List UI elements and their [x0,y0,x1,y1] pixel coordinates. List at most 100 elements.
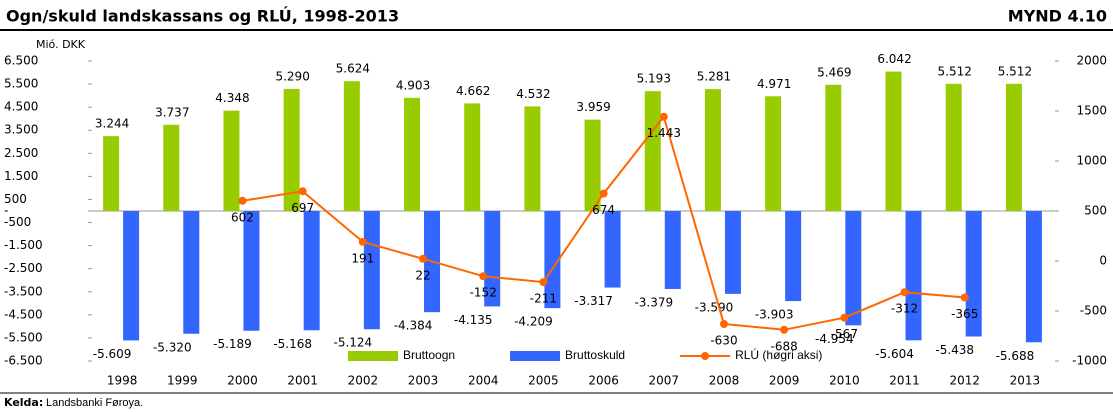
data-label: 4.903 [396,78,430,92]
y-tick-label: -6.500 [4,354,43,368]
data-label: -3.379 [634,295,673,309]
bar [965,211,982,337]
y-tick-label: -5.500 [4,330,43,344]
x-tick-label: 2009 [769,374,800,388]
bar [163,124,180,211]
bar [303,211,320,331]
bar [724,211,741,294]
x-tick-label: 2006 [588,374,619,388]
bar [464,103,481,211]
source: Landsbanki Føroya. [46,397,143,409]
bar [584,119,601,211]
bar [1025,211,1042,343]
bar [845,211,862,326]
data-label: 5.281 [697,70,731,84]
data-label: -5.604 [875,347,914,361]
data-label: 602 [231,210,254,224]
bar [283,88,300,211]
data-label: -152 [470,286,497,300]
data-label: 4.971 [757,77,791,91]
y-tick-label: 2.500 [4,146,38,160]
chart-title: Ogn/skuld landskassans og RLÚ, 1998-2013 [6,7,399,26]
bar [765,96,782,211]
bar [484,211,501,307]
bar [343,81,360,211]
bar [785,211,802,302]
point [840,313,849,322]
legend-swatch [348,351,398,361]
y-tick-label: -4.500 [4,307,43,321]
x-tick-label: 2001 [287,374,318,388]
data-label: 6.042 [877,52,911,66]
data-label: -4.954 [815,332,854,346]
bar [704,89,721,211]
data-label: 3.737 [155,105,189,119]
x-tick-label: 2002 [348,374,379,388]
bar [524,106,541,211]
y2-tick-label: 1500 [1076,104,1107,118]
bar [223,110,240,211]
data-label: 674 [592,203,615,217]
y-tick-label: -1.500 [4,238,43,252]
bar [885,71,902,211]
data-label: 4.532 [516,87,550,101]
data-label: -630 [710,334,737,348]
data-label: -4.135 [454,313,493,327]
y-tick-label: -2.500 [4,261,43,275]
y2-tick-label: 500 [1084,204,1107,218]
data-label: -4.209 [514,315,553,329]
point [960,293,969,302]
bar [644,91,661,211]
data-label: -4.384 [394,319,433,333]
data-label: 5.290 [275,69,309,83]
point [539,278,548,287]
legend-marker [701,352,710,360]
x-tick-label: 2008 [709,374,740,388]
data-label: 697 [291,201,314,215]
point [358,237,367,246]
point [479,272,488,281]
y2-tick-label: -1000 [1072,354,1107,368]
data-label: -312 [891,302,918,316]
data-label: -5.124 [334,336,373,350]
point [900,288,909,297]
x-tick-label: 2007 [649,374,680,388]
data-label: -3.317 [574,294,613,308]
data-label: 5.512 [938,64,972,78]
data-label: -5.320 [153,340,192,354]
y-tick-label: 6.500 [4,54,38,68]
source-label: Kelda: [4,396,43,409]
data-label: -567 [831,327,858,341]
y2-tick-label: 2000 [1076,54,1107,68]
bar [905,211,922,341]
data-label: 3.959 [576,100,610,114]
data-label: -3.590 [695,300,734,314]
y-tick-label: 1.500 [4,169,38,183]
data-label: 1.443 [647,126,681,140]
y-tick-label: - [4,204,8,218]
bar [243,211,260,331]
data-label: 5.512 [998,64,1032,78]
bar [123,211,140,341]
data-label: -211 [530,292,557,306]
x-tick-label: 2000 [227,374,258,388]
legend-label: RLÚ (høgri aksi) [735,347,822,362]
point [298,187,307,196]
data-label: 3.244 [95,117,129,131]
y-axis-label: Mió. DKK [36,38,86,51]
y-tick-label: 5.500 [4,77,38,91]
point [780,325,789,334]
bar [945,83,962,211]
x-tick-label: 1998 [107,374,138,388]
point [659,112,668,121]
point [419,254,428,263]
data-label: 5.469 [817,65,851,79]
y-tick-label: 500 [4,192,27,206]
data-label: -365 [951,307,978,321]
data-label: 191 [351,251,374,265]
legend-label: Bruttoogn [403,348,455,362]
x-tick-label: 2003 [408,374,439,388]
legend-label: Bruttoskuld [565,348,625,362]
data-label: -5.189 [213,337,252,351]
y-tick-label: 4.500 [4,100,38,114]
